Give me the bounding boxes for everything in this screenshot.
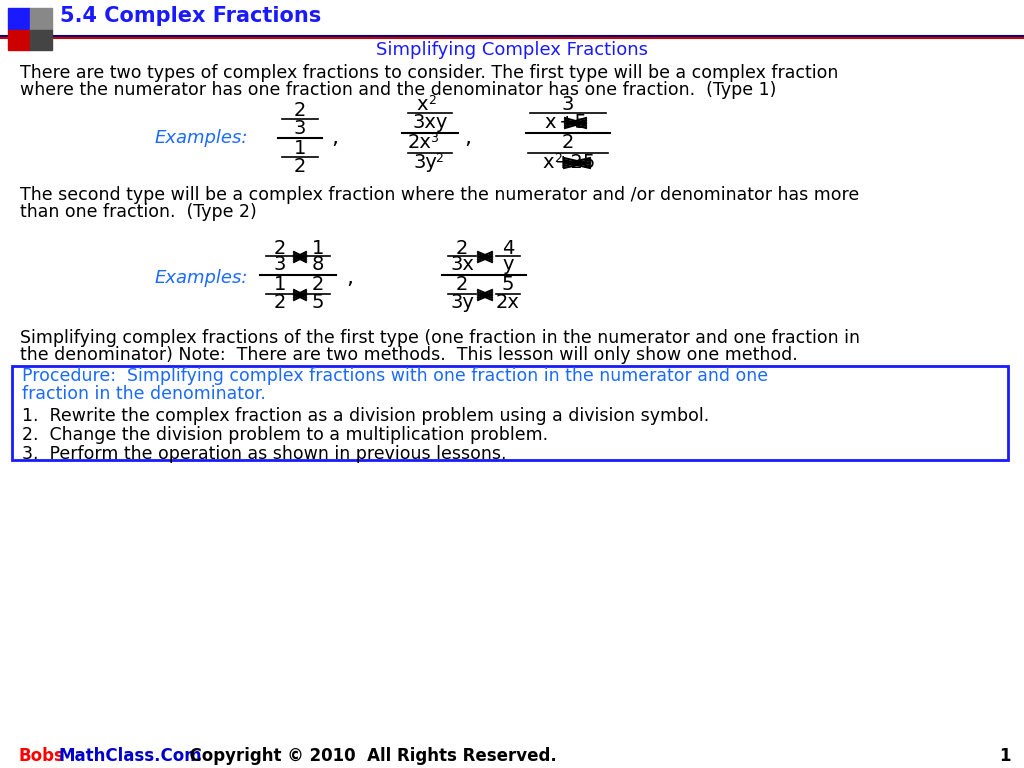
Text: 5.4 Complex Fractions: 5.4 Complex Fractions <box>60 6 322 26</box>
Text: Examples:: Examples: <box>155 129 249 147</box>
Text: 2: 2 <box>456 239 468 257</box>
Text: x: x <box>416 95 428 114</box>
Text: 2x: 2x <box>496 293 520 313</box>
Text: 2x: 2x <box>408 134 432 153</box>
Text: +5: +5 <box>558 114 588 133</box>
Bar <box>8 30 30 50</box>
Text: 2: 2 <box>435 151 443 164</box>
Text: MathClass.Com: MathClass.Com <box>58 747 202 765</box>
Text: Simplifying complex fractions of the first type (one fraction in the numerator a: Simplifying complex fractions of the fir… <box>20 329 860 347</box>
Text: 2: 2 <box>562 134 574 153</box>
Text: 1: 1 <box>312 239 325 257</box>
Text: 1: 1 <box>294 138 306 157</box>
Text: Simplifying Complex Fractions: Simplifying Complex Fractions <box>376 41 648 59</box>
Text: Bobs: Bobs <box>18 747 63 765</box>
Text: 1.  Rewrite the complex fraction as a division problem using a division symbol.: 1. Rewrite the complex fraction as a div… <box>22 407 710 425</box>
Text: 2: 2 <box>294 157 306 176</box>
Text: the denominator) Note:  There are two methods.  This lesson will only show one m: the denominator) Note: There are two met… <box>20 346 798 364</box>
Text: fraction in the denominator.: fraction in the denominator. <box>22 385 266 403</box>
Text: 5: 5 <box>502 276 514 294</box>
Text: 2: 2 <box>428 94 436 107</box>
Text: 1: 1 <box>273 276 286 294</box>
Text: x: x <box>543 154 554 173</box>
Text: where the numerator has one fraction and the denominator has one fraction.  (Typ: where the numerator has one fraction and… <box>20 81 776 99</box>
Text: Examples:: Examples: <box>155 269 249 287</box>
Text: 2: 2 <box>273 293 286 313</box>
Text: x: x <box>544 114 556 133</box>
Bar <box>30 8 52 30</box>
FancyBboxPatch shape <box>12 366 1008 460</box>
Text: 2: 2 <box>456 276 468 294</box>
Text: 3y: 3y <box>413 154 437 173</box>
Text: Procedure:  Simplifying complex fractions with one fraction in the numerator and: Procedure: Simplifying complex fractions… <box>22 367 768 385</box>
Bar <box>8 8 30 30</box>
Text: 2: 2 <box>294 101 306 120</box>
Text: 4: 4 <box>502 239 514 257</box>
Text: 2.  Change the division problem to a multiplication problem.: 2. Change the division problem to a mult… <box>22 426 548 444</box>
Text: 8: 8 <box>312 256 325 274</box>
Text: 2: 2 <box>312 276 325 294</box>
Text: 3: 3 <box>273 256 286 274</box>
Text: There are two types of complex fractions to consider. The first type will be a c: There are two types of complex fractions… <box>20 64 839 82</box>
Text: 1: 1 <box>999 747 1011 765</box>
Text: 3xy: 3xy <box>413 114 447 133</box>
Text: 3: 3 <box>294 118 306 137</box>
Text: 2: 2 <box>554 151 562 164</box>
Text: 3x: 3x <box>451 256 474 274</box>
Text: The second type will be a complex fraction where the numerator and /or denominat: The second type will be a complex fracti… <box>20 186 859 204</box>
Text: 3.  Perform the operation as shown in previous lessons.: 3. Perform the operation as shown in pre… <box>22 445 507 463</box>
Text: Copyright © 2010  All Rights Reserved.: Copyright © 2010 All Rights Reserved. <box>178 747 557 765</box>
Text: +25: +25 <box>555 154 597 173</box>
Text: ,: , <box>332 128 339 148</box>
Text: than one fraction.  (Type 2): than one fraction. (Type 2) <box>20 203 257 221</box>
Text: ,: , <box>346 268 353 288</box>
Text: ,: , <box>465 128 471 148</box>
Text: 3y: 3y <box>451 293 474 313</box>
Text: 3: 3 <box>562 95 574 114</box>
Text: y: y <box>502 256 514 274</box>
Text: 3: 3 <box>430 131 438 144</box>
Text: 2: 2 <box>273 239 286 257</box>
Bar <box>30 30 52 50</box>
Text: 5: 5 <box>311 293 325 313</box>
